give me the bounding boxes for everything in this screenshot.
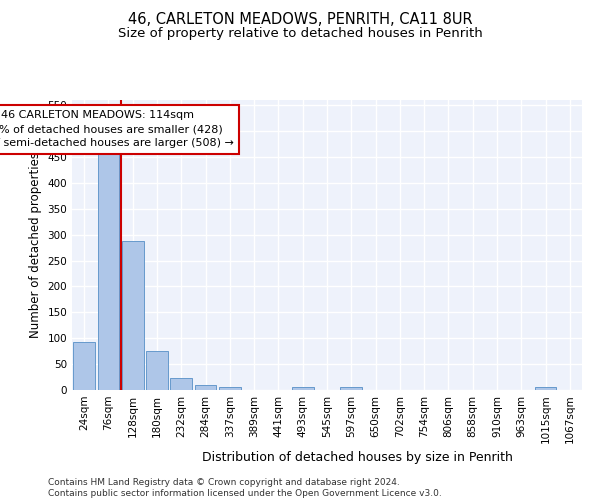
Text: Size of property relative to detached houses in Penrith: Size of property relative to detached ho… bbox=[118, 28, 482, 40]
Bar bbox=[340, 388, 362, 390]
Y-axis label: Number of detached properties: Number of detached properties bbox=[29, 152, 42, 338]
Bar bbox=[122, 242, 143, 390]
Text: 46, CARLETON MEADOWS, PENRITH, CA11 8UR: 46, CARLETON MEADOWS, PENRITH, CA11 8UR bbox=[128, 12, 472, 28]
Text: 46 CARLETON MEADOWS: 114sqm
← 45% of detached houses are smaller (428)
54% of se: 46 CARLETON MEADOWS: 114sqm ← 45% of det… bbox=[0, 110, 234, 148]
Bar bbox=[292, 388, 314, 390]
Bar bbox=[219, 387, 241, 390]
Bar bbox=[170, 378, 192, 390]
Bar bbox=[535, 388, 556, 390]
Bar bbox=[146, 350, 168, 390]
Bar bbox=[73, 342, 95, 390]
Text: Distribution of detached houses by size in Penrith: Distribution of detached houses by size … bbox=[202, 451, 512, 464]
Bar bbox=[194, 385, 217, 390]
Bar bbox=[97, 152, 119, 390]
Text: Contains HM Land Registry data © Crown copyright and database right 2024.
Contai: Contains HM Land Registry data © Crown c… bbox=[48, 478, 442, 498]
